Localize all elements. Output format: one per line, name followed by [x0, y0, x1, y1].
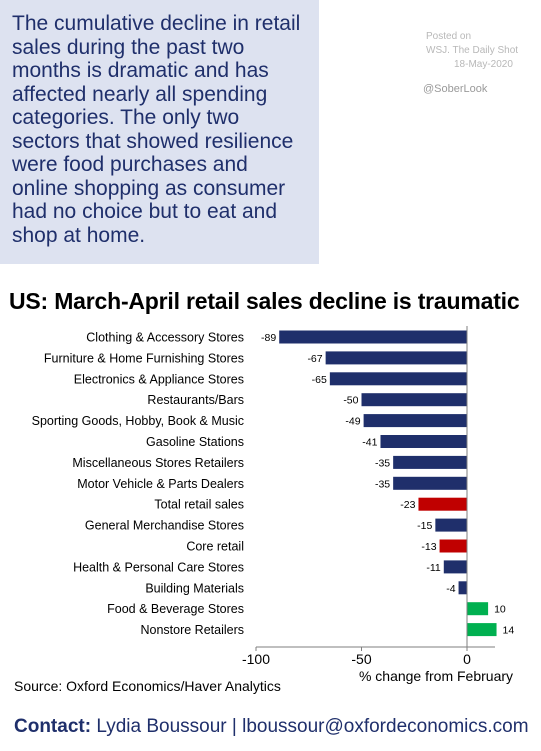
bar — [467, 602, 489, 616]
data-label: -41 — [362, 437, 377, 449]
category-label: Clothing & Accessory Stores — [86, 331, 244, 345]
x-axis-label: % change from February — [359, 668, 513, 684]
category-label: Furniture & Home Furnishing Stores — [44, 351, 244, 365]
bar — [439, 539, 467, 553]
data-label: -49 — [345, 416, 360, 428]
data-label: -4 — [446, 583, 455, 595]
bar — [279, 330, 467, 344]
twitter-handle: @SoberLook — [423, 83, 488, 95]
data-label: -65 — [312, 374, 327, 386]
contact-text: Lydia Boussour | lboussour@oxfordeconomi… — [96, 716, 529, 737]
commentary-line: online shopping as consumer — [12, 176, 286, 200]
data-label: -23 — [400, 499, 415, 511]
category-label: Gasoline Stations — [146, 435, 244, 449]
data-label: -35 — [375, 457, 390, 469]
bar — [329, 372, 467, 386]
bar — [458, 581, 467, 595]
commentary-line: months is dramatic and has — [12, 59, 269, 82]
bar — [443, 560, 467, 574]
commentary-line: categories. The only two — [12, 106, 240, 129]
bar — [393, 476, 467, 490]
category-label: Nonstore Retailers — [140, 623, 244, 637]
category-label: Motor Vehicle & Parts Dealers — [77, 477, 244, 491]
category-label: Food & Beverage Stores — [107, 602, 244, 616]
bar — [361, 393, 467, 407]
bar-chart: Clothing & Accessory Stores -89 Furniture … — [32, 326, 515, 684]
bar — [380, 435, 467, 448]
posted-watermark: Posted on WSJ. The Daily Shot 18-May-202… — [426, 30, 518, 72]
x-tick-label: 0 — [463, 651, 471, 667]
data-label: -35 — [375, 478, 390, 490]
contact-line: Contact: Lydia Boussour | lboussour@oxfo… — [14, 716, 529, 738]
category-label: Total retail sales — [154, 498, 244, 512]
commentary-box: The cumulative decline in retail sales d… — [0, 0, 319, 264]
bar — [467, 623, 497, 637]
contact-label: Contact: — [14, 716, 92, 737]
commentary-line: had no choice but to eat and — [12, 200, 278, 223]
bar — [363, 414, 467, 428]
data-label: -13 — [421, 541, 436, 553]
commentary-line: shop at home. — [12, 223, 146, 247]
source-note: Source: Oxford Economics/Haver Analytics — [14, 678, 281, 694]
commentary-line: affected nearly all spending — [12, 82, 268, 106]
category-label: Miscellaneous Stores Retailers — [72, 456, 244, 470]
category-label: Restaurants/Bars — [147, 393, 244, 407]
x-tick-label: -50 — [351, 651, 371, 667]
posted-source: WSJ. The Daily Shot — [426, 45, 519, 56]
category-label: Core retail — [186, 540, 244, 554]
category-label: Building Materials — [145, 581, 244, 595]
category-label: Health & Personal Care Stores — [73, 560, 244, 574]
commentary-line: The cumulative decline in retail — [12, 12, 301, 35]
data-label: -89 — [261, 332, 276, 344]
posted-date: 18-May-2020 — [454, 59, 513, 70]
category-label: Sporting Goods, Hobby, Book & Music — [32, 414, 244, 428]
commentary-line: sectors that showed resilience — [12, 129, 294, 153]
bar — [435, 518, 467, 532]
bar — [418, 497, 467, 511]
commentary-line: were food purchases and — [12, 153, 248, 176]
bar — [393, 455, 467, 469]
data-label: 14 — [503, 625, 515, 637]
data-label: -50 — [343, 395, 358, 407]
chart-title: US: March-April retail sales decline is … — [9, 288, 520, 314]
bar — [325, 351, 467, 365]
data-label: -67 — [307, 353, 322, 365]
posted-label: Posted on — [426, 31, 472, 42]
commentary-line: sales during the past two — [12, 35, 245, 59]
category-label: Electronics & Appliance Stores — [74, 372, 244, 386]
data-label: -15 — [417, 520, 432, 532]
commentary-text: The cumulative decline in retail sales d… — [12, 12, 311, 247]
category-label: General Merchandise Stores — [85, 519, 244, 533]
data-label: 10 — [494, 604, 506, 616]
data-label: -11 — [426, 562, 441, 574]
x-tick-label: -100 — [242, 651, 270, 667]
